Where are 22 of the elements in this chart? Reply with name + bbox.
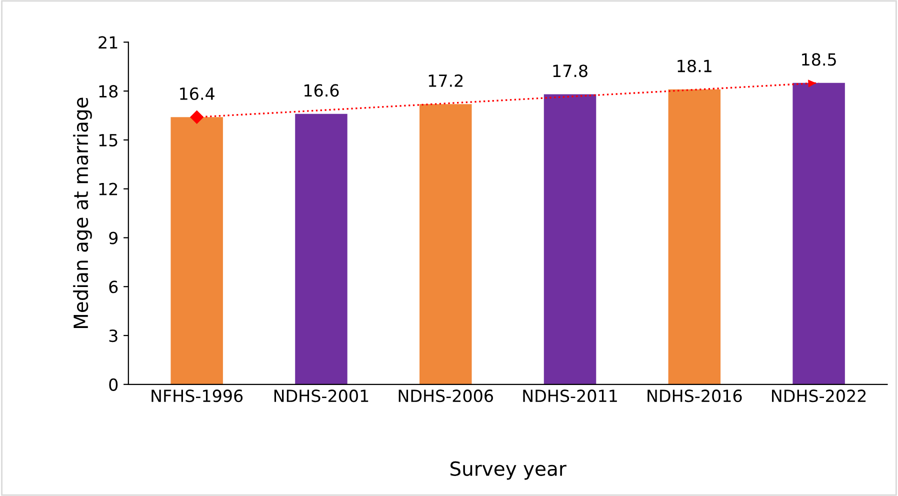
- y-tick-label: 12: [99, 182, 118, 196]
- y-tick-label: 15: [99, 134, 118, 147]
- x-tick-label: NDHS-2016: [648, 390, 742, 402]
- x-tick-label: NDHS-2011: [523, 390, 617, 402]
- y-tick-label: 0: [109, 378, 118, 391]
- data-label: 17.2: [428, 74, 463, 87]
- y-tick-label: 18: [99, 85, 118, 98]
- data-label: 18.5: [802, 53, 836, 66]
- data-label: 16.4: [180, 87, 214, 100]
- y-axis-title: Median age at marriage: [73, 98, 92, 328]
- x-tick-label: NDHS-2001: [274, 390, 368, 402]
- x-tick-label: NDHS-2006: [398, 390, 493, 402]
- y-tick-label: 6: [109, 280, 118, 294]
- y-tick-label: 21: [98, 36, 118, 48]
- x-tick-label: NFHS-1996: [152, 390, 243, 402]
- data-label: 18.1: [678, 60, 712, 72]
- data-label: 17.8: [553, 64, 588, 78]
- y-tick-label: 3: [109, 329, 118, 342]
- y-tick-label: 9: [109, 232, 118, 244]
- x-tick-label: NDHS-2022: [772, 390, 866, 402]
- data-label: 16.6: [304, 84, 339, 97]
- x-axis-title: Survey year: [450, 461, 566, 480]
